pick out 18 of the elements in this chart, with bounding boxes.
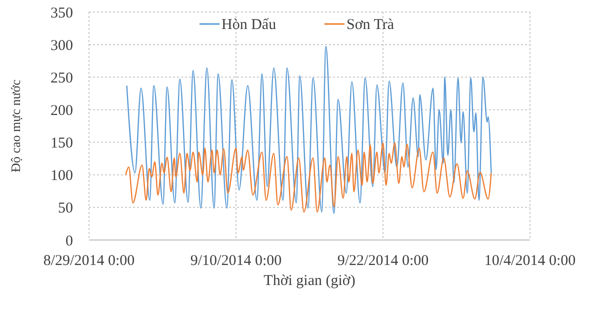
y-axis-title: Độ cao mực nước [8,79,23,172]
x-tick-label: 9/10/2014 0:00 [190,253,282,269]
y-tick-label: 200 [50,102,73,119]
y-tick-label: 350 [50,5,73,22]
line-series [126,46,492,214]
y-tick-label: 150 [50,136,73,152]
x-tick-label: 10/4/2014 0:00 [484,253,576,269]
line-series [125,142,492,213]
y-tick-label: 50 [58,200,73,217]
y-tick-label: 300 [50,38,73,54]
y-tick-label: 250 [50,70,73,86]
legend-label: Sơn Trà [346,17,394,33]
x-axis-title: Thời gian (giờ) [264,273,356,289]
y-tick-label: 100 [50,168,73,184]
x-tick-label: 9/22/2014 0:00 [337,253,429,269]
legend-label: Hòn Dấu [222,17,277,33]
x-tick-label: 8/29/2014 0:00 [43,253,135,269]
y-tick-label: 0 [66,233,73,250]
